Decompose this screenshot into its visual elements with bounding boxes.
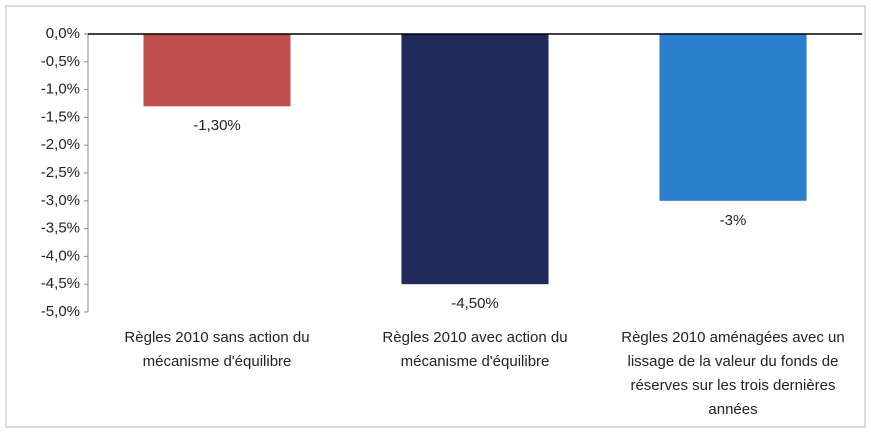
value-label: -3%	[720, 212, 747, 229]
bar	[143, 34, 291, 107]
y-tick-label: 0,0%	[46, 25, 80, 42]
y-tick-label: -3,0%	[41, 192, 80, 209]
x-tick-label: Règles 2010 avec action du mécanisme d'éq…	[382, 329, 567, 370]
bar	[659, 34, 807, 201]
x-tick-label: Règles 2010 sans action du mécanisme d'éq…	[124, 329, 309, 370]
y-tick-label: -5,0%	[41, 303, 80, 320]
y-tick-label: -1,5%	[41, 108, 80, 125]
bar	[401, 34, 549, 285]
y-tick-label: -0,5%	[41, 53, 80, 70]
y-tick-label: -4,5%	[41, 275, 80, 292]
value-label: -4,50%	[451, 295, 499, 312]
y-tick-label: -4,0%	[41, 247, 80, 264]
y-tick-label: -2,0%	[41, 136, 80, 153]
y-tick-label: -3,5%	[41, 220, 80, 237]
value-label: -1,30%	[193, 117, 241, 134]
y-tick-label: -1,0%	[41, 81, 80, 98]
x-tick-label: Règles 2010 aménagées avec un lissage de …	[621, 329, 845, 418]
y-tick-label: -2,5%	[41, 164, 80, 181]
